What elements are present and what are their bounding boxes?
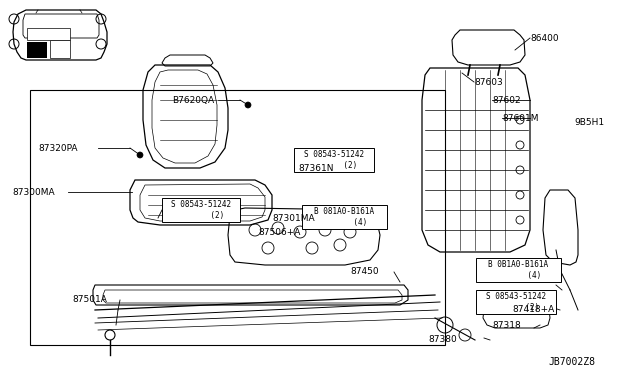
Circle shape: [245, 102, 251, 108]
FancyBboxPatch shape: [162, 198, 240, 222]
Text: 87603: 87603: [474, 77, 503, 87]
Text: B7620QA: B7620QA: [172, 96, 214, 105]
Text: B 0B1A0-B161A
       (4): B 0B1A0-B161A (4): [488, 260, 548, 280]
Bar: [30, 90, 445, 345]
Text: S 08543-51242
       (2): S 08543-51242 (2): [486, 292, 546, 312]
Bar: [27, 28, 70, 40]
Text: S 08543-51242
       (2): S 08543-51242 (2): [304, 150, 364, 170]
Text: 87361N: 87361N: [298, 164, 333, 173]
FancyBboxPatch shape: [294, 148, 374, 172]
FancyBboxPatch shape: [476, 290, 556, 314]
Text: 87380: 87380: [428, 336, 457, 344]
Text: 87418+A: 87418+A: [512, 305, 554, 314]
Text: 87501A: 87501A: [72, 295, 107, 305]
FancyBboxPatch shape: [302, 205, 387, 229]
Text: JB7002Z8: JB7002Z8: [548, 357, 595, 367]
Text: 86400: 86400: [530, 33, 559, 42]
Bar: [50, 40, 70, 58]
Text: S 08543-51242
       (2): S 08543-51242 (2): [171, 200, 231, 220]
Text: 87318: 87318: [492, 321, 521, 330]
Text: 87602: 87602: [492, 96, 520, 105]
Text: B 081A0-B161A
       (4): B 081A0-B161A (4): [314, 207, 374, 227]
Text: 87301MA: 87301MA: [272, 214, 315, 222]
Bar: [27, 42, 47, 58]
Text: 9B5H1: 9B5H1: [574, 118, 604, 126]
Text: 87300MA: 87300MA: [12, 187, 54, 196]
Text: 87450: 87450: [350, 267, 379, 276]
Circle shape: [137, 152, 143, 158]
Text: 87320PA: 87320PA: [38, 144, 77, 153]
FancyBboxPatch shape: [476, 258, 561, 282]
Text: 87506+A: 87506+A: [258, 228, 300, 237]
Text: 87601M: 87601M: [502, 113, 538, 122]
